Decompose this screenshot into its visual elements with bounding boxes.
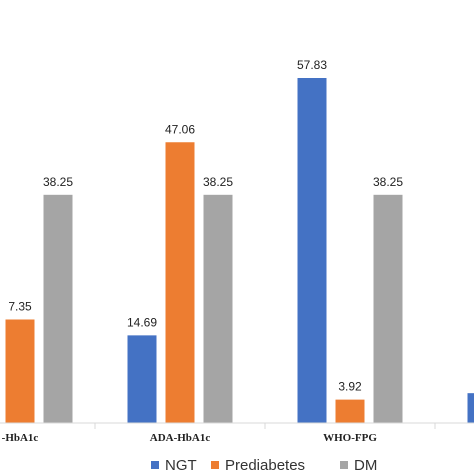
category-label-1: ADA-HbA1c [150, 432, 211, 444]
bar-ngt-2 [297, 78, 327, 423]
bar-prediabetes-1 [165, 142, 195, 423]
x-ticks [94, 423, 436, 429]
bar-dm-0 [43, 194, 73, 423]
data-label-prediabetes-1: 47.06 [165, 122, 195, 136]
legend: NGT Prediabetes DM [151, 457, 377, 474]
data-label-dm-0: 38.25 [43, 175, 73, 189]
data-label-ngt-1: 14.69 [127, 315, 157, 329]
bar-dm-1 [203, 194, 233, 423]
data-label-prediabetes-2: 3.92 [338, 380, 362, 394]
bar-ngt-1 [127, 335, 157, 423]
category-label-0: -HbA1c [2, 432, 39, 444]
data-label-prediabetes-0: 7.35 [8, 299, 32, 313]
legend-swatch-dm [340, 461, 348, 469]
category-labels: -HbA1c ADA-HbA1c WHO-FPG [2, 432, 378, 444]
category-label-2: WHO-FPG [323, 432, 377, 444]
legend-label-dm: DM [354, 457, 377, 474]
legend-label-prediabetes: Prediabetes [225, 457, 305, 474]
legend-swatch-prediabetes [211, 461, 219, 469]
data-label-ngt-2: 57.83 [297, 58, 327, 72]
data-label-dm-1: 38.25 [203, 175, 233, 189]
bar-ngt-3 [467, 393, 474, 423]
legend-swatch-ngt [151, 461, 159, 469]
legend-label-ngt: NGT [165, 457, 197, 474]
data-label-dm-2: 38.25 [373, 175, 403, 189]
bar-prediabetes-0 [5, 319, 35, 423]
bar-dm-2 [373, 194, 403, 423]
bar-prediabetes-2 [335, 399, 365, 423]
